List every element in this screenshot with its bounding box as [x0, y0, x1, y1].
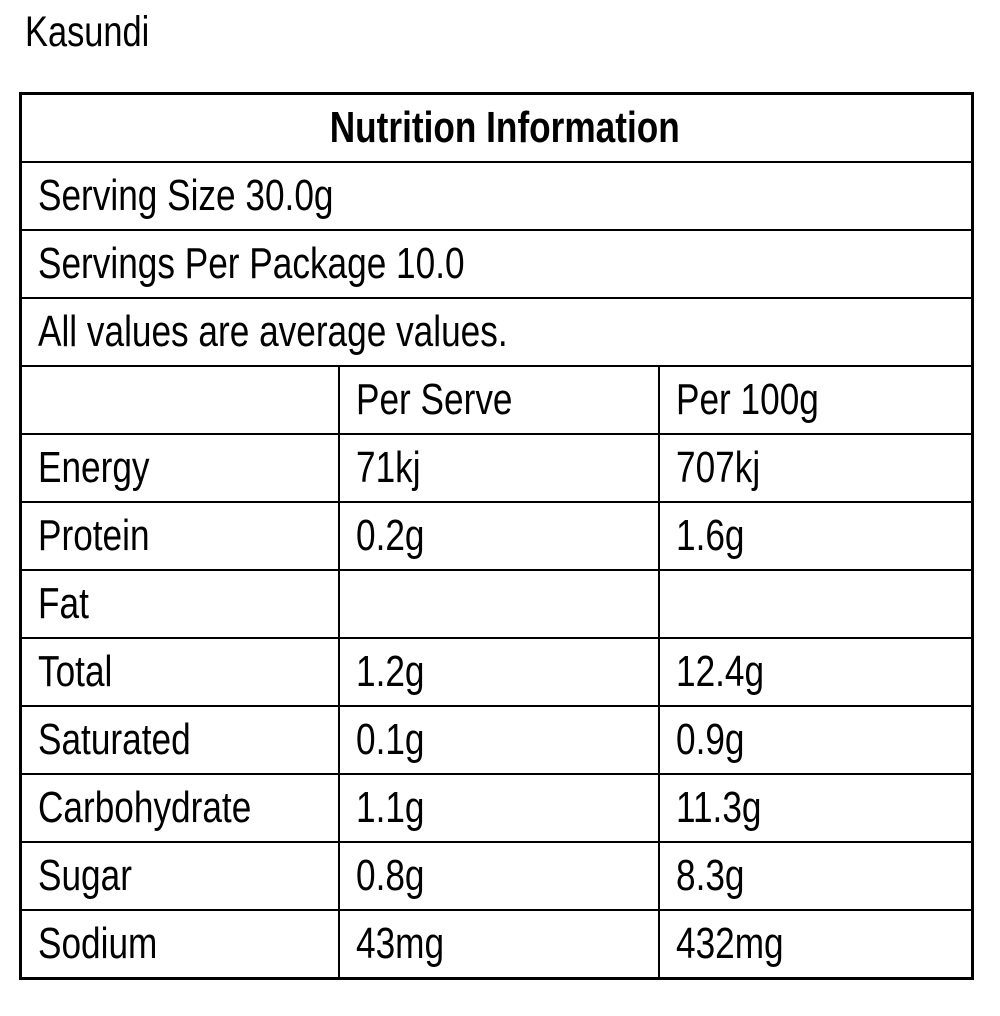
nutrient-value-per-serve	[337, 569, 660, 639]
nutrient-label: Protein	[19, 501, 340, 571]
nutrient-label: Saturated	[19, 705, 340, 775]
servings-per-package-row: Servings Per Package 10.0	[19, 229, 974, 299]
nutrient-label: Sugar	[19, 841, 340, 911]
nutrient-value-per-100g: 11.3g	[657, 773, 974, 843]
table-title-cell: Nutrition Information	[19, 92, 974, 163]
product-title-text: Kasundi	[25, 8, 150, 56]
nutrient-label: Fat	[19, 569, 340, 639]
servings-per-package-text: Servings Per Package 10.0	[38, 239, 465, 288]
nutrient-label: Carbohydrate	[19, 773, 340, 843]
nutrient-row-fat-total: Total 1.2g 12.4g	[19, 637, 974, 707]
nutrient-row-fat: Fat	[19, 569, 974, 639]
nutrient-row-carbohydrate: Carbohydrate 1.1g 11.3g	[19, 773, 974, 843]
nutrient-value-per-serve: 0.1g	[337, 705, 660, 775]
nutrient-value-per-100g: 0.9g	[657, 705, 974, 775]
average-values-note-text: All values are average values.	[38, 307, 508, 356]
column-header-blank	[19, 365, 340, 435]
nutrient-value-per-serve: 1.1g	[337, 773, 660, 843]
nutrient-value-per-serve: 43mg	[337, 909, 660, 980]
serving-size-text: Serving Size 30.0g	[38, 171, 334, 220]
nutrient-row-sugar: Sugar 0.8g 8.3g	[19, 841, 974, 911]
column-header-row: Per Serve Per 100g	[19, 365, 974, 435]
column-header-per-serve: Per Serve	[337, 365, 660, 435]
average-values-note-row: All values are average values.	[19, 297, 974, 367]
serving-size-row: Serving Size 30.0g	[19, 161, 974, 231]
column-header-per-100g: Per 100g	[657, 365, 974, 435]
nutrient-row-protein: Protein 0.2g 1.6g	[19, 501, 974, 571]
nutrient-value-per-serve: 71kj	[337, 433, 660, 503]
product-title: Kasundi	[25, 8, 180, 57]
nutrient-value-per-serve: 0.2g	[337, 501, 660, 571]
nutrient-value-per-100g: 707kj	[657, 433, 974, 503]
nutrient-row-sodium: Sodium 43mg 432mg	[19, 909, 974, 980]
nutrient-label: Energy	[19, 433, 340, 503]
nutrient-value-per-100g: 432mg	[657, 909, 974, 980]
nutrition-table: Nutrition Information Serving Size 30.0g…	[19, 92, 975, 980]
nutrient-label: Sodium	[19, 909, 340, 980]
nutrient-value-per-serve: 0.8g	[337, 841, 660, 911]
nutrient-row-fat-saturated: Saturated 0.1g 0.9g	[19, 705, 974, 775]
nutrient-value-per-serve: 1.2g	[337, 637, 660, 707]
servings-per-package-cell: Servings Per Package 10.0	[19, 229, 974, 299]
nutrient-label: Total	[19, 637, 340, 707]
nutrient-value-per-100g	[657, 569, 974, 639]
serving-size-cell: Serving Size 30.0g	[19, 161, 974, 231]
average-values-note-cell: All values are average values.	[19, 297, 974, 367]
table-title-row: Nutrition Information	[19, 92, 974, 163]
nutrient-value-per-100g: 12.4g	[657, 637, 974, 707]
nutrient-row-energy: Energy 71kj 707kj	[19, 433, 974, 503]
nutrient-value-per-100g: 8.3g	[657, 841, 974, 911]
table-title: Nutrition Information	[329, 103, 680, 152]
nutrient-value-per-100g: 1.6g	[657, 501, 974, 571]
